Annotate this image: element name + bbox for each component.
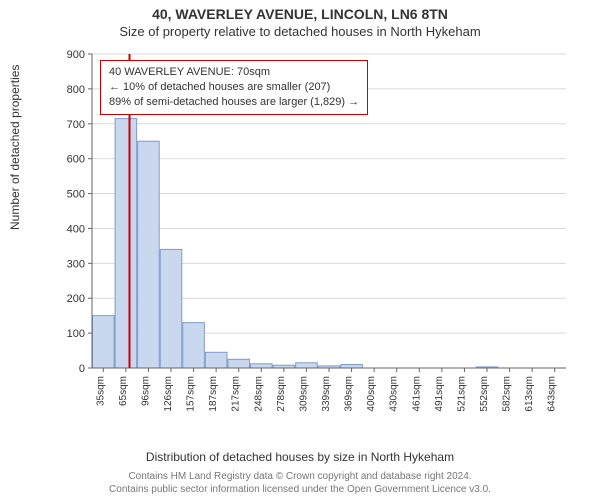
svg-text:521sqm: 521sqm [456, 376, 467, 412]
page-title-line2: Size of property relative to detached ho… [0, 22, 600, 39]
svg-text:157sqm: 157sqm [186, 376, 197, 412]
svg-text:187sqm: 187sqm [208, 376, 219, 412]
svg-text:700: 700 [67, 119, 85, 131]
svg-text:643sqm: 643sqm [547, 376, 558, 412]
y-axis-label: Number of detached properties [8, 65, 22, 230]
footer-attribution: Contains HM Land Registry data © Crown c… [0, 471, 600, 496]
svg-text:126sqm: 126sqm [163, 376, 174, 412]
svg-text:309sqm: 309sqm [298, 376, 309, 412]
svg-text:613sqm: 613sqm [524, 376, 535, 412]
svg-text:552sqm: 552sqm [479, 376, 490, 412]
svg-text:582sqm: 582sqm [502, 376, 513, 412]
annotation-box: 40 WAVERLEY AVENUE: 70sqm ← 10% of detac… [100, 60, 368, 115]
annotation-line3: 89% of semi-detached houses are larger (… [109, 95, 359, 110]
svg-text:96sqm: 96sqm [140, 376, 151, 406]
svg-text:217sqm: 217sqm [231, 376, 242, 412]
svg-text:600: 600 [67, 154, 85, 166]
svg-text:461sqm: 461sqm [411, 376, 422, 412]
x-axis-label: Distribution of detached houses by size … [0, 450, 600, 464]
svg-text:500: 500 [67, 189, 85, 201]
svg-text:100: 100 [67, 328, 85, 340]
histogram-bar [115, 119, 137, 368]
svg-text:400sqm: 400sqm [366, 376, 377, 412]
svg-text:248sqm: 248sqm [253, 376, 264, 412]
svg-text:65sqm: 65sqm [118, 376, 129, 406]
footer-line2: Contains public sector information licen… [0, 484, 600, 497]
svg-text:491sqm: 491sqm [434, 376, 445, 412]
histogram-bar [296, 363, 318, 368]
svg-text:430sqm: 430sqm [389, 376, 400, 412]
annotation-line1: 40 WAVERLEY AVENUE: 70sqm [109, 65, 359, 80]
page-title-line1: 40, WAVERLEY AVENUE, LINCOLN, LN6 8TN [0, 0, 600, 22]
svg-text:35sqm: 35sqm [95, 376, 106, 406]
svg-text:200: 200 [67, 293, 85, 305]
histogram-bar [93, 316, 115, 368]
svg-text:300: 300 [67, 258, 85, 270]
histogram-bar [160, 249, 182, 368]
svg-text:278sqm: 278sqm [276, 376, 287, 412]
annotation-line2: ← 10% of detached houses are smaller (20… [109, 80, 359, 95]
svg-text:400: 400 [67, 223, 85, 235]
histogram-bar [183, 323, 205, 368]
histogram-bar [228, 359, 250, 368]
histogram-bar [251, 364, 273, 368]
svg-text:800: 800 [67, 84, 85, 96]
svg-text:0: 0 [79, 363, 85, 375]
svg-text:369sqm: 369sqm [344, 376, 355, 412]
svg-text:900: 900 [67, 49, 85, 61]
footer-line1: Contains HM Land Registry data © Crown c… [0, 471, 600, 484]
histogram-bar [138, 141, 160, 368]
histogram-bar [205, 352, 227, 368]
svg-text:339sqm: 339sqm [321, 376, 332, 412]
histogram-bar [341, 365, 363, 368]
